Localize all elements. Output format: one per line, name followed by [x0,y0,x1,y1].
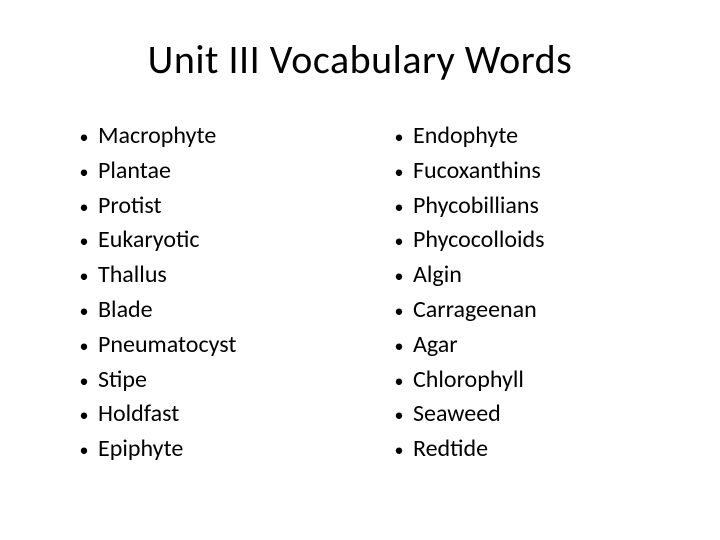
list-item: •Epiphyte [70,432,335,467]
bullet-icon: • [385,228,413,254]
vocab-term: Fucoxanthins [413,154,650,189]
bullet-icon: • [70,368,98,394]
bullet-icon: • [70,263,98,289]
bullet-icon: • [385,437,413,463]
list-item: •Chlorophyll [385,363,650,398]
vocab-term: Endophyte [413,119,650,154]
list-item: •Protist [70,189,335,224]
vocab-term: Stipe [98,363,335,398]
left-column: •Macrophyte •Plantae •Protist •Eukaryoti… [50,119,375,500]
list-item: •Macrophyte [70,119,335,154]
list-item: •Redtide [385,432,650,467]
bullet-icon: • [70,402,98,428]
vocab-term: Algin [413,258,650,293]
slide-title: Unit III Vocabulary Words [50,35,670,84]
bullet-icon: • [70,124,98,150]
bullet-icon: • [70,194,98,220]
vocab-term: Epiphyte [98,432,335,467]
bullet-icon: • [70,298,98,324]
vocab-term: Thallus [98,258,335,293]
right-list: •Endophyte •Fucoxanthins •Phycobillians … [385,119,650,467]
bullet-icon: • [385,159,413,185]
vocab-term: Eukaryotic [98,223,335,258]
list-item: •Holdfast [70,397,335,432]
vocab-term: Chlorophyll [413,363,650,398]
vocab-term: Holdfast [98,397,335,432]
bullet-icon: • [385,263,413,289]
list-item: •Endophyte [385,119,650,154]
vocab-term: Carrageenan [413,293,650,328]
list-item: •Carrageenan [385,293,650,328]
vocab-term: Protist [98,189,335,224]
bullet-icon: • [385,402,413,428]
list-item: •Pneumatocyst [70,328,335,363]
bullet-icon: • [70,228,98,254]
list-item: •Fucoxanthins [385,154,650,189]
vocab-term: Agar [413,328,650,363]
bullet-icon: • [385,194,413,220]
bullet-icon: • [385,368,413,394]
vocab-columns: •Macrophyte •Plantae •Protist •Eukaryoti… [50,119,670,500]
vocab-term: Phycobillians [413,189,650,224]
bullet-icon: • [70,333,98,359]
list-item: •Agar [385,328,650,363]
left-list: •Macrophyte •Plantae •Protist •Eukaryoti… [70,119,335,467]
vocab-term: Macrophyte [98,119,335,154]
list-item: •Phycobillians [385,189,650,224]
vocab-term: Blade [98,293,335,328]
bullet-icon: • [385,298,413,324]
list-item: •Plantae [70,154,335,189]
list-item: •Thallus [70,258,335,293]
vocab-term: Seaweed [413,397,650,432]
list-item: •Algin [385,258,650,293]
list-item: •Phycocolloids [385,223,650,258]
right-column: •Endophyte •Fucoxanthins •Phycobillians … [375,119,670,500]
list-item: •Stipe [70,363,335,398]
vocab-term: Phycocolloids [413,223,650,258]
bullet-icon: • [70,159,98,185]
list-item: •Blade [70,293,335,328]
bullet-icon: • [385,124,413,150]
vocab-term: Pneumatocyst [98,328,335,363]
slide: Unit III Vocabulary Words •Macrophyte •P… [0,0,720,540]
bullet-icon: • [70,437,98,463]
list-item: •Seaweed [385,397,650,432]
list-item: •Eukaryotic [70,223,335,258]
vocab-term: Plantae [98,154,335,189]
vocab-term: Redtide [413,432,650,467]
bullet-icon: • [385,333,413,359]
